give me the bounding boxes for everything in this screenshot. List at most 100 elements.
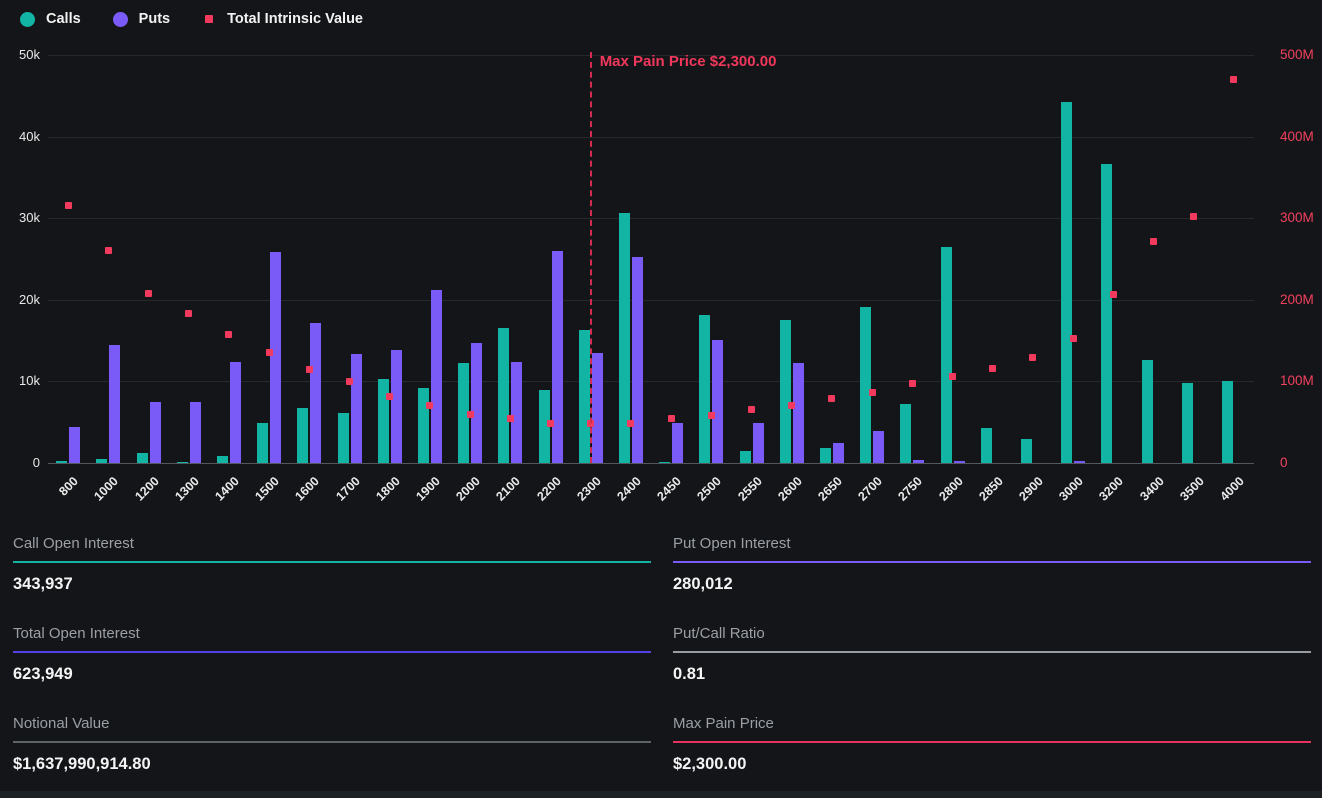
bar-puts-2550[interactable] <box>752 423 764 463</box>
bar-calls-2100[interactable] <box>498 327 510 463</box>
legend-item-total-intrinsic-value[interactable]: Total Intrinsic Value <box>202 11 363 27</box>
y-axis-left-tick: 20k <box>19 291 40 307</box>
bar-puts-1200[interactable] <box>149 401 161 463</box>
bar-calls-2850[interactable] <box>980 427 992 463</box>
tiv-point-2850[interactable] <box>989 364 997 372</box>
bar-puts-1600[interactable] <box>310 322 322 463</box>
tiv-point-2550[interactable] <box>748 406 755 414</box>
bar-calls-1600[interactable] <box>297 408 309 463</box>
tiv-point-3000[interactable] <box>1069 335 1077 343</box>
bar-calls-2400[interactable] <box>618 213 630 463</box>
tiv-point-1200[interactable] <box>145 289 152 297</box>
tiv-point-1000[interactable] <box>104 246 112 254</box>
bar-calls-1900[interactable] <box>417 387 429 463</box>
legend-item-calls[interactable]: Calls <box>20 11 81 27</box>
tiv-point-1600[interactable] <box>305 365 313 373</box>
bar-calls-1800[interactable] <box>377 378 389 463</box>
tiv-point-2450[interactable] <box>667 414 675 422</box>
bar-calls-2500[interactable] <box>699 314 711 463</box>
bar-calls-2700[interactable] <box>860 307 872 463</box>
tiv-point-2400[interactable] <box>627 419 635 427</box>
bar-calls-3200[interactable] <box>1101 163 1113 463</box>
bar-calls-3500[interactable] <box>1181 383 1193 463</box>
bar-calls-4000[interactable] <box>1221 380 1233 463</box>
bar-puts-2750[interactable] <box>913 459 925 463</box>
tiv-point-2200[interactable] <box>547 419 554 427</box>
x-axis-label-2100: 2100 <box>493 474 524 504</box>
bar-calls-2900[interactable] <box>1020 439 1032 463</box>
tiv-point-3200[interactable] <box>1109 291 1117 299</box>
tiv-point-1900[interactable] <box>426 402 434 410</box>
chart-legend: Calls Puts Total Intrinsic Value <box>20 11 363 27</box>
stat-accent-line <box>673 561 1311 563</box>
bar-puts-2200[interactable] <box>551 250 563 463</box>
x-axis-label-2750: 2750 <box>895 474 926 504</box>
bar-puts-2800[interactable] <box>953 461 965 463</box>
tiv-point-1800[interactable] <box>386 392 394 400</box>
bar-calls-1300[interactable] <box>176 461 188 463</box>
tiv-point-800[interactable] <box>64 202 72 210</box>
bar-puts-1000[interactable] <box>109 344 121 463</box>
bar-calls-2300[interactable] <box>578 330 590 463</box>
bar-calls-800[interactable] <box>56 461 68 463</box>
bar-calls-2200[interactable] <box>538 389 550 463</box>
bar-puts-2450[interactable] <box>672 423 684 463</box>
bar-puts-1500[interactable] <box>270 252 282 463</box>
tiv-point-2500[interactable] <box>707 412 715 420</box>
bar-puts-1800[interactable] <box>390 349 402 463</box>
max-pain-line <box>589 52 592 463</box>
tiv-point-2700[interactable] <box>868 389 876 397</box>
bar-calls-2450[interactable] <box>659 461 671 463</box>
bar-puts-1300[interactable] <box>189 401 201 463</box>
bar-puts-2100[interactable] <box>511 361 523 463</box>
tiv-point-2750[interactable] <box>908 380 916 388</box>
bar-puts-1400[interactable] <box>229 361 241 463</box>
tiv-point-2900[interactable] <box>1029 354 1037 362</box>
bar-calls-1700[interactable] <box>337 413 349 463</box>
tiv-point-2000[interactable] <box>466 411 474 419</box>
tiv-point-2600[interactable] <box>788 401 796 409</box>
bar-puts-2400[interactable] <box>631 257 643 463</box>
tiv-point-3400[interactable] <box>1150 238 1157 246</box>
bar-calls-1200[interactable] <box>136 453 148 463</box>
tiv-point-2100[interactable] <box>506 415 514 423</box>
stat-label: Put/Call Ratio <box>673 625 765 642</box>
bar-puts-1700[interactable] <box>350 353 362 463</box>
stat-notional-value: Notional Value $1,637,990,914.80 <box>13 715 651 774</box>
bar-puts-2650[interactable] <box>832 442 844 463</box>
bar-puts-800[interactable] <box>69 427 81 463</box>
bar-puts-1900[interactable] <box>430 290 442 463</box>
bar-calls-2650[interactable] <box>819 448 831 463</box>
bar-calls-1500[interactable] <box>257 423 269 463</box>
tiv-point-3500[interactable] <box>1190 213 1198 221</box>
stat-accent-line <box>13 741 651 743</box>
tiv-point-1700[interactable] <box>346 377 353 385</box>
bar-calls-2000[interactable] <box>458 362 470 463</box>
y-axis-left-tick: 0 <box>32 455 40 470</box>
tiv-point-1500[interactable] <box>265 348 273 356</box>
tiv-point-1300[interactable] <box>185 310 193 318</box>
bar-calls-1400[interactable] <box>216 455 228 463</box>
bar-puts-2500[interactable] <box>712 339 724 463</box>
legend-item-puts[interactable]: Puts <box>112 11 170 27</box>
bar-calls-2800[interactable] <box>940 246 952 463</box>
tiv-point-4000[interactable] <box>1230 75 1238 83</box>
bar-puts-2000[interactable] <box>471 343 483 463</box>
x-axis-label-2000: 2000 <box>453 474 483 504</box>
x-axis-label-2450: 2450 <box>654 474 684 504</box>
bar-calls-2750[interactable] <box>900 404 912 463</box>
stat-label: Max Pain Price <box>673 715 774 732</box>
bar-puts-3000[interactable] <box>1074 461 1086 463</box>
tiv-point-2800[interactable] <box>949 373 956 381</box>
stat-value: 623,949 <box>13 665 73 683</box>
bar-puts-2600[interactable] <box>792 362 804 463</box>
bar-puts-2300[interactable] <box>591 352 603 463</box>
bar-calls-3000[interactable] <box>1061 102 1073 463</box>
tiv-point-2650[interactable] <box>828 395 836 403</box>
bar-calls-2550[interactable] <box>739 450 751 463</box>
bar-calls-1000[interactable] <box>96 458 108 463</box>
bar-puts-2700[interactable] <box>873 431 885 463</box>
bar-calls-3400[interactable] <box>1141 360 1153 463</box>
tiv-point-1400[interactable] <box>225 330 233 338</box>
bar-calls-2600[interactable] <box>779 320 791 463</box>
